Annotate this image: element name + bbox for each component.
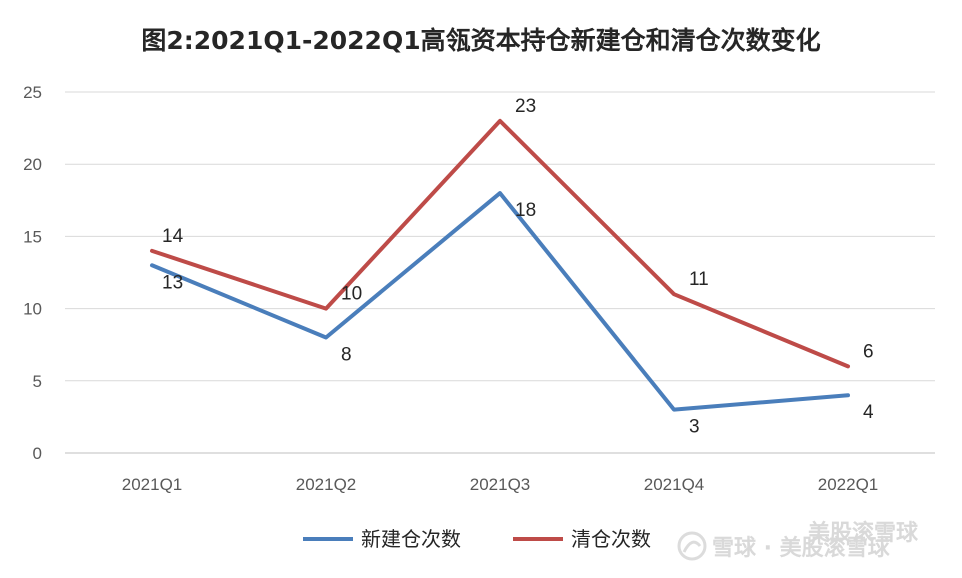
- legend: 新建仓次数 清仓次数: [303, 527, 651, 551]
- y-tick-label: 20: [23, 155, 42, 174]
- series-line-1: [150, 191, 850, 412]
- data-label: 14: [162, 226, 184, 247]
- legend-item: 清仓次数: [513, 527, 651, 551]
- legend-item: 新建仓次数: [303, 527, 461, 551]
- watermark-top-text: 美股滚雪球: [808, 520, 919, 546]
- watermark-bottom-text: 雪球 · 美股滚雪球: [712, 535, 891, 561]
- y-tick-label: 25: [23, 83, 42, 102]
- series-line-2: [150, 118, 850, 369]
- series-lines: [150, 118, 850, 412]
- data-label: 11: [689, 269, 709, 290]
- data-label: 10: [341, 284, 362, 305]
- x-tick-label: 2021Q2: [296, 475, 357, 494]
- gridlines: [65, 91, 935, 454]
- data-labels: 13 8 18 3 4 14 10 23 11 6: [162, 96, 874, 438]
- legend-label: 新建仓次数: [361, 527, 461, 551]
- chart-title: 图2:2021Q1-2022Q1高瓴资本持仓新建仓和清仓次数变化: [141, 26, 820, 55]
- y-tick-label: 15: [23, 227, 42, 246]
- x-tick-label: 2021Q1: [122, 475, 183, 494]
- data-label: 6: [863, 341, 874, 362]
- data-label: 8: [341, 344, 352, 365]
- data-label: 23: [515, 96, 536, 117]
- watermark-logo-icon: [677, 531, 707, 561]
- y-tick-label: 10: [23, 300, 42, 319]
- x-tick-label: 2021Q3: [470, 475, 531, 494]
- x-tick-label: 2021Q4: [644, 475, 705, 494]
- data-label: 13: [162, 272, 183, 293]
- data-label: 18: [515, 200, 536, 221]
- legend-label: 清仓次数: [571, 527, 651, 551]
- data-label: 3: [689, 417, 700, 438]
- y-tick-label: 0: [33, 444, 42, 463]
- y-axis-tick-labels: 0 5 10 15 20 25: [23, 83, 42, 463]
- watermark: 雪球 · 美股滚雪球 美股滚雪球: [677, 520, 919, 561]
- x-tick-label: 2022Q1: [818, 475, 879, 494]
- data-label: 4: [863, 402, 874, 423]
- y-tick-label: 5: [33, 372, 42, 391]
- x-axis-tick-labels: 2021Q1 2021Q2 2021Q3 2021Q4 2022Q1: [122, 475, 879, 494]
